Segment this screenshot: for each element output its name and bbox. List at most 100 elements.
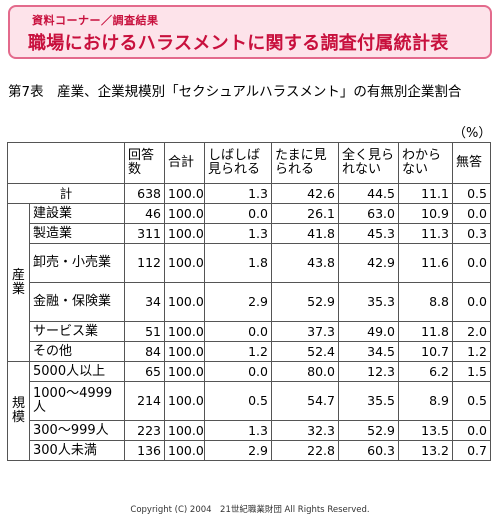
table-caption: 第7表 産業、企業規模別「セクシュアルハラスメント」の有無別企業割合: [8, 84, 462, 100]
table-cell: 12.3: [338, 361, 399, 382]
table-cell: 22.8: [271, 440, 339, 461]
group-label-size: 規模: [7, 361, 30, 461]
header-cell: しばしば見られる: [204, 142, 272, 184]
table-cell: 2.9: [204, 440, 272, 461]
table-cell: 100.0: [164, 203, 205, 224]
banner-subtitle: 資料コーナー／調査結果: [32, 14, 159, 27]
row-label: 計: [7, 183, 125, 204]
banner-title: 職場におけるハラスメントに関する調査付属統計表: [28, 33, 449, 54]
table-cell: 100.0: [164, 321, 205, 342]
table-cell: 35.3: [338, 282, 399, 322]
table-cell: 54.7: [271, 381, 339, 421]
table-cell: 11.6: [398, 243, 453, 283]
table-cell: 100.0: [164, 361, 205, 382]
table-cell: 34: [124, 282, 165, 322]
table-cell: 0.0: [452, 282, 491, 322]
row-label: 建設業: [29, 203, 125, 224]
unit-label: （%）: [453, 126, 492, 141]
table-cell: 10.7: [398, 341, 453, 362]
table-cell: 136: [124, 440, 165, 461]
header-cell: 回答数: [124, 142, 165, 184]
table-cell: 35.5: [338, 381, 399, 421]
table-cell: 52.9: [338, 420, 399, 441]
table-cell: 100.0: [164, 381, 205, 421]
row-label: 5000人以上: [29, 361, 125, 382]
table-row-total: 計 638 100.0 1.3 42.6 44.5 11.1 0.5: [7, 183, 491, 204]
row-label: 製造業: [29, 223, 125, 244]
table-row: 1000～4999人 214 100.0 0.5 54.7 35.5 8.9 0…: [8, 381, 491, 421]
table-cell: 100.0: [164, 420, 205, 441]
table-cell: 1.2: [204, 341, 272, 362]
table-cell: 100.0: [164, 243, 205, 283]
group-label-industry: 産業: [7, 203, 30, 362]
table-cell: 100.0: [164, 223, 205, 244]
table-cell: 42.9: [338, 243, 399, 283]
table-cell: 37.3: [271, 321, 339, 342]
table-cell: 46: [124, 203, 165, 224]
table-cell: 100.0: [164, 183, 205, 204]
table-cell: 52.9: [271, 282, 339, 322]
row-label: 1000～4999人: [29, 381, 125, 421]
statistics-table: 回答数 合計 しばしば見られる たまに見られる 全く見られない わからない 無答…: [7, 142, 491, 461]
table-row: 産業 建設業 46 100.0 0.0 26.1 63.0 10.9 0.0: [7, 203, 491, 362]
table-cell: 49.0: [338, 321, 399, 342]
table-cell: 0.7: [452, 440, 491, 461]
row-label: 卸売・小売業: [29, 243, 125, 283]
table-cell: 112: [124, 243, 165, 283]
table-cell: 0.0: [204, 203, 272, 224]
header-corner: [7, 142, 125, 184]
table-row: 卸売・小売業 112 100.0 1.8 43.8 42.9 11.6 0.0: [8, 243, 491, 283]
table-cell: 44.5: [338, 183, 399, 204]
section-banner: 資料コーナー／調査結果 職場におけるハラスメントに関する調査付属統計表: [8, 5, 492, 59]
table-cell: 0.5: [452, 183, 491, 204]
table-cell: 10.9: [398, 203, 453, 224]
row-label: その他: [29, 341, 125, 362]
table-cell: 0.0: [452, 420, 491, 441]
table-cell: 2.9: [204, 282, 272, 322]
table-cell: 1.3: [204, 420, 272, 441]
header-row: 回答数 合計 しばしば見られる たまに見られる 全く見られない わからない 無答: [7, 142, 491, 184]
table-cell: 11.8: [398, 321, 453, 342]
table-cell: 0.3: [452, 223, 491, 244]
table-cell: 65: [124, 361, 165, 382]
table-cell: 45.3: [338, 223, 399, 244]
table-cell: 34.5: [338, 341, 399, 362]
table-cell: 0.5: [204, 381, 272, 421]
table-cell: 100.0: [164, 440, 205, 461]
table-cell: 1.8: [204, 243, 272, 283]
table-row: 300人未満 136 100.0 2.9 22.8 60.3 13.2 0.7: [8, 440, 491, 461]
table-cell: 0.0: [204, 321, 272, 342]
table-row: サービス業 51 100.0 0.0 37.3 49.0 11.8 2.0: [8, 321, 491, 342]
table-cell: 43.8: [271, 243, 339, 283]
table-cell: 1.2: [452, 341, 491, 362]
table-cell: 8.8: [398, 282, 453, 322]
table-cell: 6.2: [398, 361, 453, 382]
table-row: 製造業 311 100.0 1.3 41.8 45.3 11.3 0.3: [8, 223, 491, 244]
header-cell: 合計: [164, 142, 205, 184]
table-row: 金融・保険業 34 100.0 2.9 52.9 35.3 8.8 0.0: [8, 282, 491, 322]
table-cell: 311: [124, 223, 165, 244]
table-cell: 223: [124, 420, 165, 441]
table-cell: 63.0: [338, 203, 399, 224]
table-cell: 13.5: [398, 420, 453, 441]
table-cell: 26.1: [271, 203, 339, 224]
table-cell: 42.6: [271, 183, 339, 204]
table-cell: 0.0: [452, 243, 491, 283]
table-cell: 0.0: [204, 361, 272, 382]
table-cell: 51: [124, 321, 165, 342]
table-cell: 638: [124, 183, 165, 204]
header-cell: 全く見られない: [338, 142, 399, 184]
table-row: 300～999人 223 100.0 1.3 32.3 52.9 13.5 0.…: [8, 420, 491, 441]
table-cell: 80.0: [271, 361, 339, 382]
header-cell: わからない: [398, 142, 453, 184]
table-row: 規模 5000人以上 65 100.0 0.0 80.0 12.3 6.2 1.…: [7, 361, 491, 461]
row-label: 金融・保険業: [29, 282, 125, 322]
copyright-footer: Copyright (C) 2004 21世紀職業財団 All Rights R…: [130, 505, 370, 515]
table-row: その他 84 100.0 1.2 52.4 34.5 10.7 1.2: [8, 341, 491, 362]
table-cell: 1.5: [452, 361, 491, 382]
table-cell: 0.0: [452, 203, 491, 224]
table-cell: 100.0: [164, 282, 205, 322]
table-cell: 52.4: [271, 341, 339, 362]
table-cell: 8.9: [398, 381, 453, 421]
table-cell: 100.0: [164, 341, 205, 362]
